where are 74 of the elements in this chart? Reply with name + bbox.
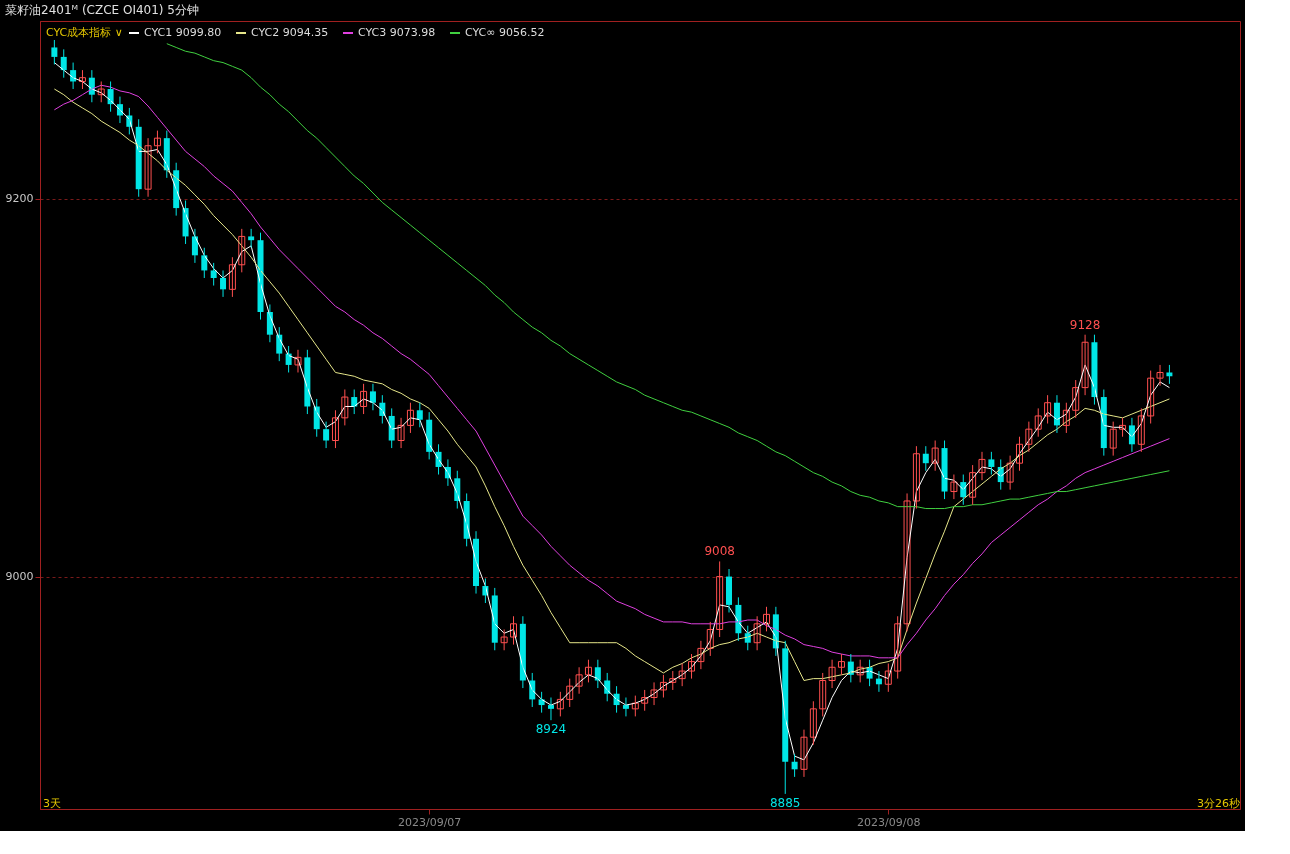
candlestick xyxy=(697,640,705,670)
annotation: 8885 xyxy=(769,795,801,810)
candlestick xyxy=(144,137,152,198)
candlestick xyxy=(575,666,583,695)
candlestick xyxy=(706,621,714,657)
candlestick xyxy=(837,653,845,676)
annotation: 9128 xyxy=(1069,317,1101,332)
candlestick xyxy=(1156,364,1164,387)
candlestick xyxy=(631,695,639,717)
legend-label: CYC3 9073.98 xyxy=(358,26,436,39)
candlestick xyxy=(894,615,902,680)
candlestick xyxy=(566,678,574,708)
candlestick xyxy=(688,653,696,680)
candlestick xyxy=(294,349,302,373)
candlestick xyxy=(341,388,349,426)
candlestick xyxy=(97,80,105,103)
candlestick xyxy=(1119,417,1127,438)
candlestick xyxy=(828,659,836,689)
candlestick xyxy=(800,729,808,778)
candlestick xyxy=(763,606,770,632)
candlestick xyxy=(912,445,920,510)
legend-label: CYC∞ 9056.52 xyxy=(465,26,545,39)
candlestick xyxy=(78,69,86,90)
candlestick xyxy=(931,440,939,472)
candlestick xyxy=(238,228,246,273)
chart-title: 菜籽油2401ᴹ (CZCE OI401) 5分钟 xyxy=(5,3,199,17)
x-tick-label: 2023/09/08 xyxy=(857,815,921,829)
candlestick xyxy=(1034,407,1042,438)
legend-label: CYC2 9094.35 xyxy=(251,26,329,39)
candlestick xyxy=(1015,436,1023,472)
line-series xyxy=(166,43,1170,510)
annotation: 3天 xyxy=(43,797,61,810)
candlestick xyxy=(1062,402,1070,434)
candlestick xyxy=(500,628,508,651)
legend-label: CYC1 9099.80 xyxy=(144,26,222,39)
candlestick xyxy=(856,659,864,683)
annotation: 9008 xyxy=(704,544,735,559)
candlestick xyxy=(510,615,517,646)
candlestick xyxy=(1081,334,1089,396)
candlestick xyxy=(584,659,592,683)
candlestick xyxy=(819,672,827,717)
candlestick xyxy=(153,130,161,154)
y-tick-label: 9000 xyxy=(5,570,34,584)
candlestick xyxy=(716,560,724,638)
candlestick xyxy=(641,689,649,712)
candlestick xyxy=(978,451,986,481)
candlestick xyxy=(650,681,658,706)
candlestick xyxy=(809,700,817,746)
candlestick xyxy=(903,492,911,632)
candlestick xyxy=(360,383,368,415)
candlestick xyxy=(331,409,339,449)
candlestick xyxy=(1147,370,1155,424)
text: 3分26秒 xyxy=(1197,797,1240,810)
candlestick xyxy=(1025,421,1033,453)
candlestick xyxy=(659,674,667,699)
x-tick-label: 2023/09/07 xyxy=(397,815,462,829)
candlestick xyxy=(1137,407,1145,453)
candlestick xyxy=(669,670,677,691)
candlestick xyxy=(678,662,686,687)
candlestick xyxy=(228,256,236,298)
y-tick-label: 9200 xyxy=(5,192,34,206)
candlestick xyxy=(753,615,761,651)
candlestick xyxy=(969,464,977,506)
candlestick xyxy=(1006,455,1014,491)
candlestick xyxy=(950,474,958,500)
candlestick xyxy=(397,417,405,449)
candlestick xyxy=(1072,379,1080,419)
candlestick xyxy=(1044,394,1052,424)
candlestick xyxy=(406,402,414,434)
candlestick xyxy=(884,662,892,693)
chart-subtitle: CYC成本指标 ∨ xyxy=(46,26,123,39)
annotation: 8924 xyxy=(535,722,567,737)
candlestick xyxy=(556,691,564,717)
candlestick xyxy=(1109,421,1117,457)
